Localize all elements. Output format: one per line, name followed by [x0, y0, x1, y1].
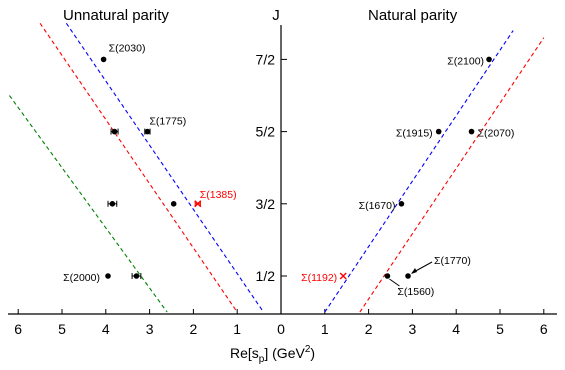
x-tick-label: 4	[452, 321, 460, 337]
x-axis-title-main: Re[s	[230, 345, 259, 361]
trajectory-left-blue	[65, 22, 264, 313]
point-label: Σ(2100)	[447, 55, 484, 67]
trajectory-left-red	[39, 22, 238, 313]
data-point	[111, 128, 118, 135]
label-arrow	[389, 278, 400, 287]
y-axis-title: J	[272, 7, 280, 24]
data-point	[384, 273, 391, 279]
x-tick-label: 4	[102, 321, 110, 337]
trajectory-right-blue	[324, 30, 514, 313]
x-axis-title-sub: p	[259, 354, 265, 365]
data-point	[486, 56, 492, 63]
data-point	[109, 201, 116, 207]
x-tick-label: 6	[14, 321, 22, 337]
data-point	[170, 201, 177, 207]
data-point	[398, 201, 405, 207]
point-label: Σ(1775)	[149, 116, 186, 128]
data-points: Σ(2030) Σ(1775) Σ(1385) Σ(2000) Σ(2100) Σ(191…	[63, 42, 514, 298]
point-label: Σ(2030)	[109, 42, 146, 54]
data-point-marker	[339, 272, 347, 280]
gridlines-and-axes	[8, 25, 557, 315]
tick-labels: 6 5 4 3 2 1 0 1 2 3 4 5 6 1/2 3/2 5/2 7/2	[14, 51, 548, 337]
x-tick-label: 0	[277, 321, 285, 337]
data-point-marker	[194, 200, 202, 208]
data-point	[105, 273, 111, 279]
y-tick-label: 3/2	[256, 196, 276, 212]
point-label: Σ(1915)	[396, 128, 433, 140]
trajectory-right-red	[359, 37, 545, 313]
y-tick-label: 1/2	[256, 268, 276, 284]
label-arrowhead	[411, 268, 418, 274]
data-point	[405, 273, 411, 279]
y-tick-label: 5/2	[256, 124, 276, 140]
data-point	[133, 273, 140, 279]
x-axis-title: Re[sp] (GeV2)	[230, 344, 315, 365]
x-tick-label: 2	[365, 321, 373, 337]
point-label: Σ(1560)	[397, 286, 434, 298]
point-label: Σ(2000)	[63, 272, 100, 284]
data-point	[435, 128, 442, 135]
x-tick-label: 3	[146, 321, 154, 337]
point-label: Σ(2070)	[478, 128, 515, 140]
point-label: Σ(1670)	[359, 200, 396, 212]
y-tick-label: 7/2	[256, 51, 276, 67]
data-point	[468, 128, 475, 135]
left-panel-title: Unnatural parity	[63, 7, 169, 24]
x-axis-title-rest: ] (GeV	[264, 345, 305, 361]
right-panel-title: Natural parity	[368, 7, 458, 24]
x-tick-label: 5	[496, 321, 504, 337]
point-label: Σ(1770)	[434, 255, 471, 267]
x-tick-label: 3	[409, 321, 417, 337]
trajectory-lines	[8, 22, 545, 313]
data-point	[144, 128, 151, 135]
data-point	[100, 56, 107, 63]
x-tick-label: 5	[58, 321, 66, 337]
x-tick-label: 1	[233, 321, 241, 337]
point-label: Σ(1192)	[301, 272, 337, 284]
point-label: Σ(1385)	[200, 189, 237, 201]
x-tick-label: 1	[321, 321, 329, 337]
x-axis-title-end: )	[310, 345, 315, 361]
x-axis-title-sup: 2	[305, 344, 311, 355]
x-tick-label: 6	[540, 321, 548, 337]
trajectory-left-green	[8, 95, 168, 313]
x-tick-label: 2	[190, 321, 198, 337]
